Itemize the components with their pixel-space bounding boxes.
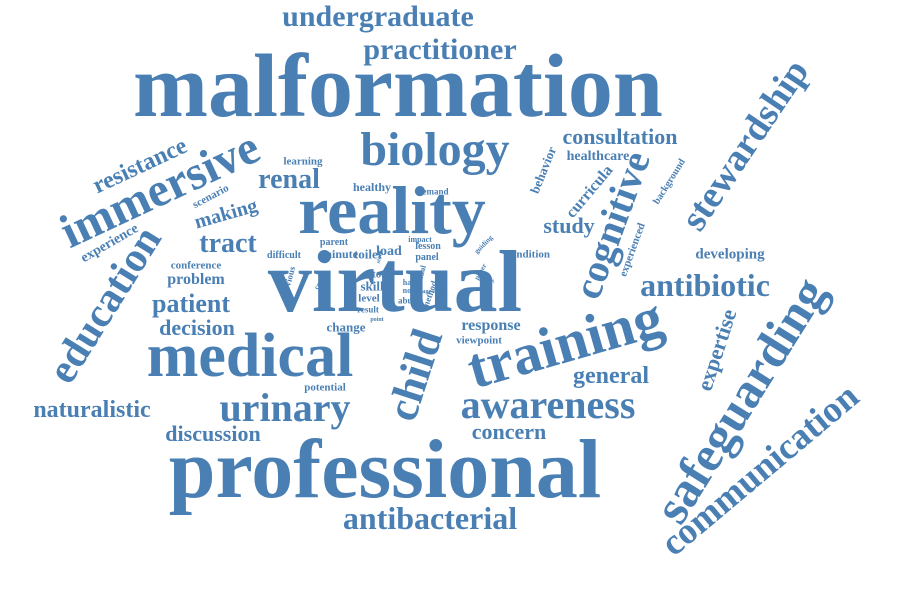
word-concern: concern [471, 419, 547, 444]
word-parent: parent [319, 237, 349, 248]
word-minute: minute [322, 247, 358, 261]
word-general: general [573, 363, 649, 389]
word-naturalistic: naturalistic [33, 397, 151, 423]
word-result: result [357, 304, 379, 315]
word-load: load [376, 244, 402, 259]
word-developing: developing [695, 246, 765, 263]
word-panel: panel [415, 252, 439, 263]
word-urinary: urinary [219, 385, 351, 430]
word-patient: patient [152, 289, 230, 318]
word-level: level [358, 292, 380, 305]
word-discussion: discussion [165, 421, 261, 446]
word-note: note [402, 286, 418, 295]
word-malformation: malformation [133, 37, 663, 136]
word-problem: problem [167, 271, 225, 288]
word-virtual: virtual [267, 234, 523, 331]
word-medical: medical [146, 322, 354, 390]
word-abuse: abuse [397, 295, 421, 306]
word-point: point [370, 317, 384, 323]
word-difficult: difficult [267, 250, 301, 261]
word-impact: impact [408, 235, 432, 244]
word-toilet: toilet [353, 246, 383, 262]
word-healthcare: healthcare [566, 149, 630, 164]
word-conference: conference [170, 259, 222, 272]
word-age-able: age-able [422, 289, 444, 295]
word-demand: demand [417, 186, 449, 197]
word-reality: reality [298, 172, 486, 248]
word-stewardship: stewardship [672, 51, 818, 239]
word-lesson: lesson [415, 241, 441, 252]
word-change: change [326, 319, 366, 335]
word-condition: condition [505, 248, 551, 261]
word-consultation: consultation [562, 124, 678, 149]
word-practitioner: practitioner [363, 33, 517, 66]
word-awareness: awareness [460, 382, 636, 427]
word-potential: potential [304, 381, 346, 394]
word-professional: professional [168, 423, 602, 516]
word-decision: decision [159, 315, 235, 340]
word-behavior: behavior [526, 144, 560, 196]
word-renal: renal [258, 164, 320, 195]
word-biology: biology [360, 123, 510, 176]
word-undergraduate: undergraduate [282, 0, 474, 33]
word-viewpoint: viewpoint [456, 334, 502, 347]
word-response: response [461, 317, 521, 334]
word-healthy: healthy [352, 180, 392, 194]
word-child: child [376, 323, 453, 427]
word-learning: learning [283, 155, 323, 168]
word-tract: tract [199, 228, 257, 259]
word-skill: skill [360, 278, 384, 294]
word-antibiotic: antibiotic [640, 267, 770, 303]
word-study: study [543, 213, 595, 238]
word-tool: tool [372, 268, 390, 281]
word-antibacterial: antibacterial [342, 500, 518, 536]
word-hard: hard [402, 278, 420, 287]
